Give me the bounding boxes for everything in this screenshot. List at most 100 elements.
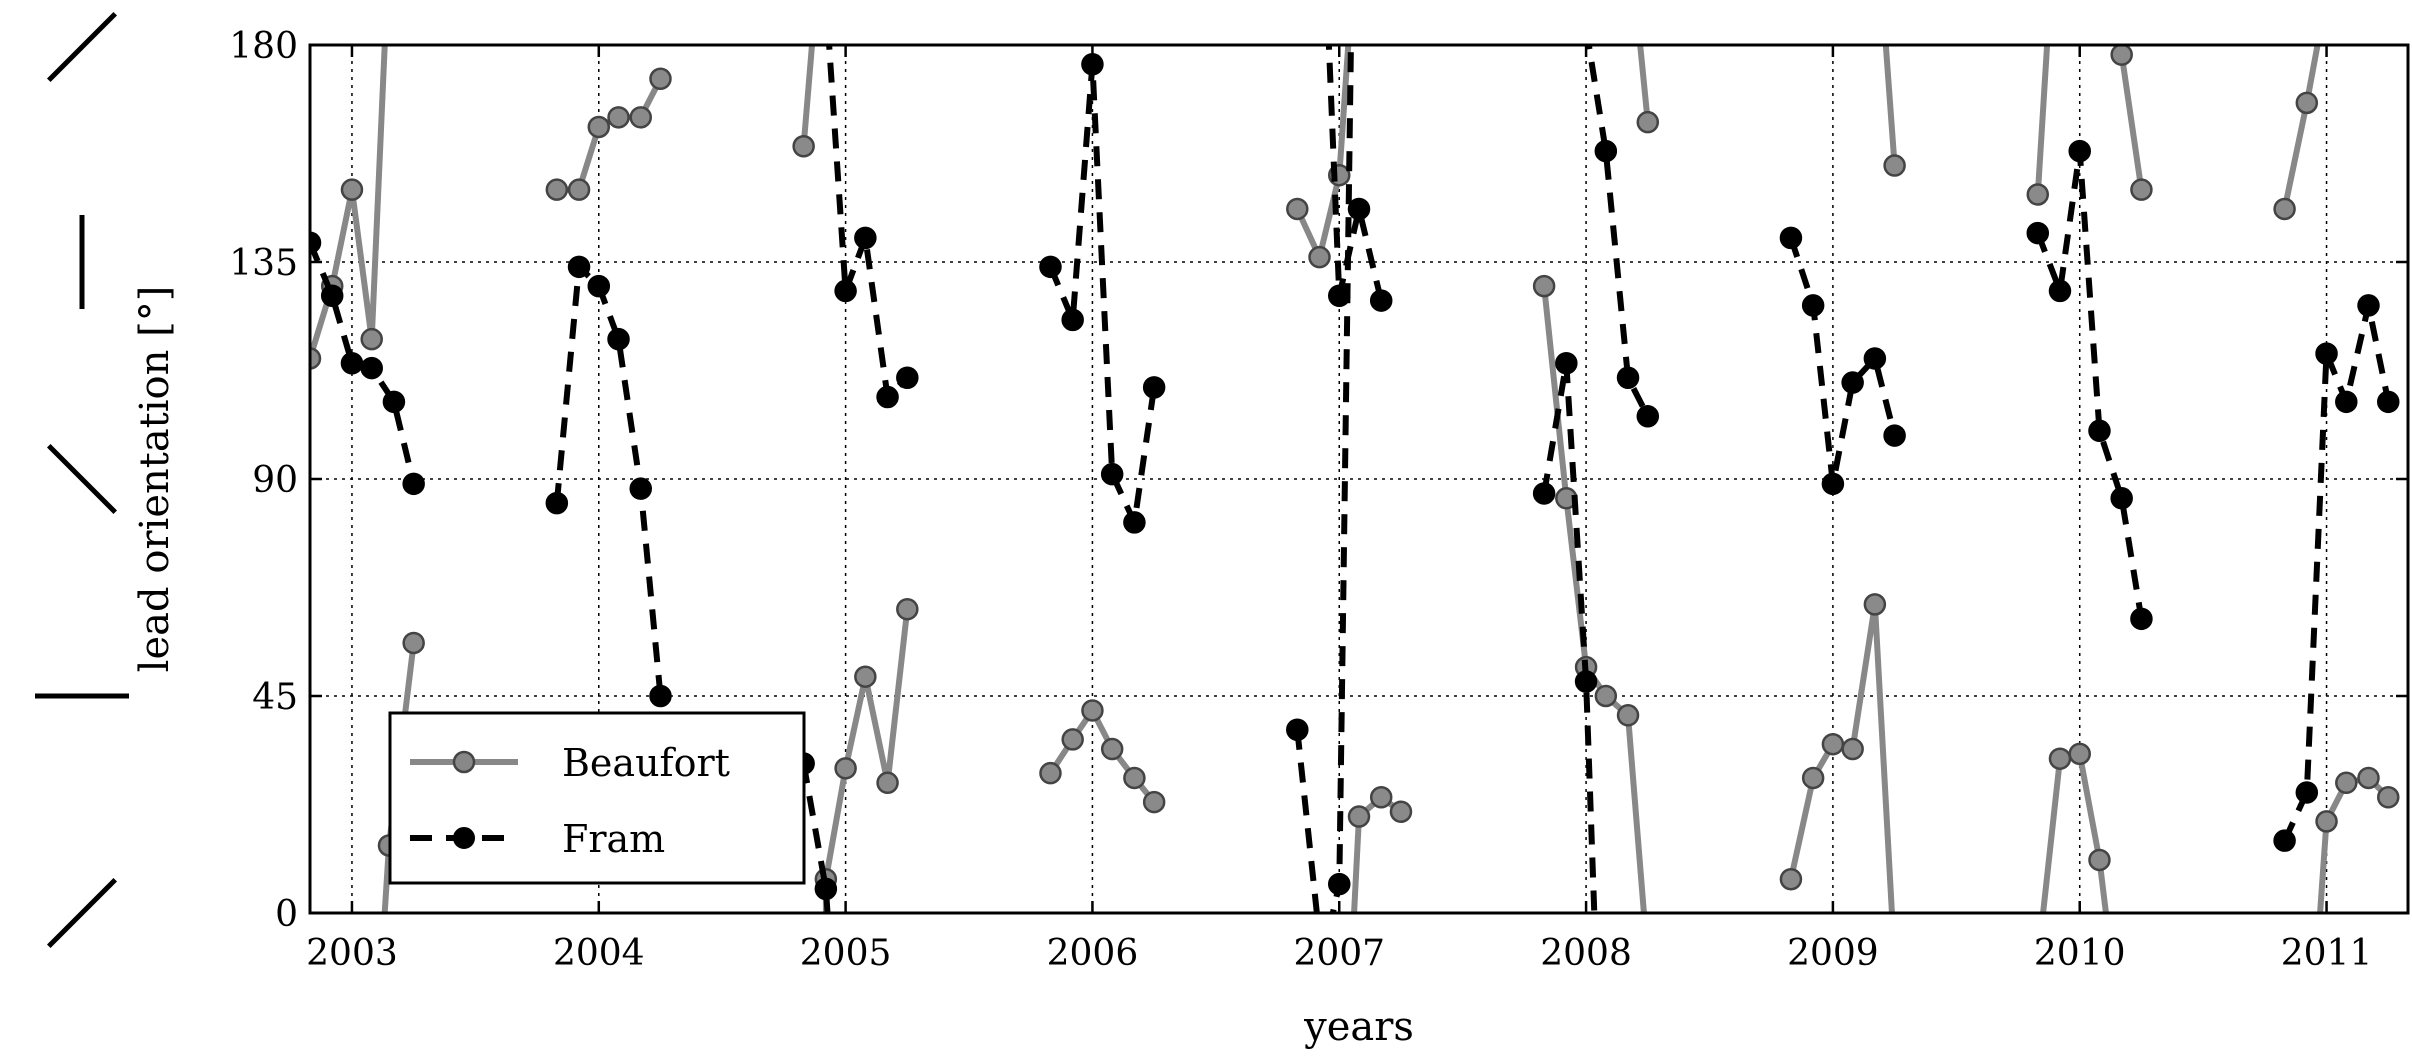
fram-point-9-1 [1594, 139, 1618, 163]
fram-point-6-1 [1328, 284, 1351, 308]
fram-point-10-3 [1841, 371, 1864, 394]
x-tick-label-0: 2003 [306, 933, 398, 974]
beaufort-point-10-3 [1841, 737, 1864, 761]
fram-point-0-1 [320, 284, 344, 308]
fram-point-8-0 [1532, 482, 1556, 505]
fram-point-1-4 [629, 477, 652, 500]
beaufort-point-4-3 [854, 665, 877, 688]
beaufort-point-2-0 [545, 178, 569, 201]
fram-point-0-3 [360, 356, 383, 380]
fram-point-11-4 [2110, 487, 2133, 510]
axis-ticks [310, 43, 2408, 915]
beaufort-point-14-1 [2110, 45, 2133, 66]
fram-point-10-0 [1779, 226, 1803, 250]
fram-point-0-0 [310, 231, 322, 254]
beaufort-point-13-3 [2088, 848, 2111, 872]
beaufort-point-13-2 [2068, 742, 2091, 766]
beaufort-point-10-4 [1863, 593, 1887, 616]
fram-point-5-0 [1286, 718, 1309, 742]
x-tick-label-3: 2006 [1047, 933, 1139, 974]
fram-point-0-2 [340, 352, 364, 375]
beaufort-point-5-4 [1123, 766, 1146, 790]
beaufort-line-2 [556, 77, 664, 193]
beaufort-line-14 [2114, 45, 2145, 191]
fram-point-12-5 [2377, 390, 2400, 414]
fram-line-1 [553, 263, 664, 697]
y-axis-label: lead orientation [°] [132, 286, 178, 673]
fram-point-0-4 [382, 390, 406, 414]
x-tick-label-2: 2005 [800, 933, 892, 974]
fram-point-2-1 [814, 877, 838, 901]
legend-marker-fram [453, 827, 475, 849]
fram-line-5 [1294, 729, 1320, 913]
y-tick-label-2: 90 [252, 460, 298, 501]
beaufort-point-16-2 [2335, 771, 2358, 795]
fram-point-6-2 [1347, 197, 1371, 221]
beaufort-line-12 [2034, 45, 2051, 195]
fram-line-9 [1585, 45, 1651, 418]
fram-point-9-2 [1616, 366, 1640, 389]
y-tick-label-3: 135 [229, 243, 298, 284]
beaufort-line-9 [1637, 45, 1651, 123]
x-tick-label-6: 2009 [1787, 933, 1879, 974]
beaufort-point-6-0 [1286, 197, 1309, 221]
fram-point-11-1 [2048, 279, 2072, 303]
beaufort-point-0-3 [360, 327, 383, 351]
beaufort-point-15-0 [2273, 197, 2296, 221]
legend-label-fram: Fram [562, 817, 665, 861]
plot-area [310, 45, 2400, 913]
fram-point-1-0 [545, 491, 569, 515]
beaufort-point-5-2 [1081, 699, 1104, 722]
beaufort-point-4-5 [896, 597, 919, 621]
fram-line-3 [826, 45, 910, 400]
x-tick-label-4: 2007 [1293, 933, 1385, 974]
fram-point-1-1 [567, 255, 591, 279]
fram-point-4-2 [1081, 53, 1104, 76]
fram-point-3-2 [854, 226, 877, 250]
beaufort-point-8-3 [1594, 684, 1618, 708]
fram-point-12-2 [2315, 342, 2338, 365]
fram-point-11-2 [2068, 139, 2091, 163]
fram-point-9-3 [1636, 405, 1660, 428]
orientation-glyphs [35, 11, 129, 949]
beaufort-point-8-4 [1616, 704, 1640, 727]
beaufort-point-2-5 [649, 67, 672, 91]
fram-point-4-3 [1100, 462, 1124, 486]
beaufort-point-7-2 [1369, 786, 1393, 809]
legend-marker-beaufort [452, 750, 476, 774]
orientation-glyph-2 [46, 443, 118, 515]
fram-line-2 [800, 762, 831, 913]
orientation-glyph-0 [46, 877, 118, 949]
fram-point-1-3 [607, 327, 630, 351]
beaufort-point-5-0 [1039, 761, 1062, 785]
x-tick-label-7: 2010 [2034, 933, 2126, 974]
tick-labels: 2003 2004 2005 2006 2007 2008 2009 2010 2011 0 45 9… [229, 26, 2372, 974]
fram-point-8-1 [1555, 352, 1578, 375]
beaufort-point-13-1 [2048, 747, 2072, 770]
fram-point-11-0 [2026, 221, 2050, 245]
beaufort-point-16-3 [2357, 766, 2380, 790]
beaufort-point-3-0 [792, 135, 815, 158]
fram-point-3-3 [876, 385, 899, 409]
fram-point-7-1 [1328, 872, 1351, 896]
legend-label-beaufort: Beaufort [562, 741, 730, 785]
fram-point-4-1 [1061, 308, 1084, 332]
beaufort-line-6 [1294, 45, 1352, 261]
beaufort-line-3 [800, 45, 816, 147]
fram-line-8 [1541, 360, 1598, 913]
fram-point-3-4 [896, 366, 919, 389]
fram-point-10-1 [1801, 294, 1825, 317]
fram-line-4 [1047, 61, 1158, 526]
beaufort-point-5-1 [1061, 728, 1084, 751]
beaufort-point-2-1 [567, 178, 591, 201]
fram-point-12-4 [2357, 294, 2380, 317]
x-tick-label-1: 2004 [553, 933, 645, 974]
beaufort-point-2-3 [607, 106, 630, 129]
beaufort-point-7-1 [1347, 805, 1371, 828]
beaufort-point-5-5 [1142, 790, 1166, 814]
fram-point-12-3 [2335, 390, 2358, 414]
beaufort-point-0-0 [310, 347, 322, 370]
beaufort-point-10-1 [1801, 766, 1825, 790]
beaufort-point-10-0 [1779, 867, 1803, 891]
